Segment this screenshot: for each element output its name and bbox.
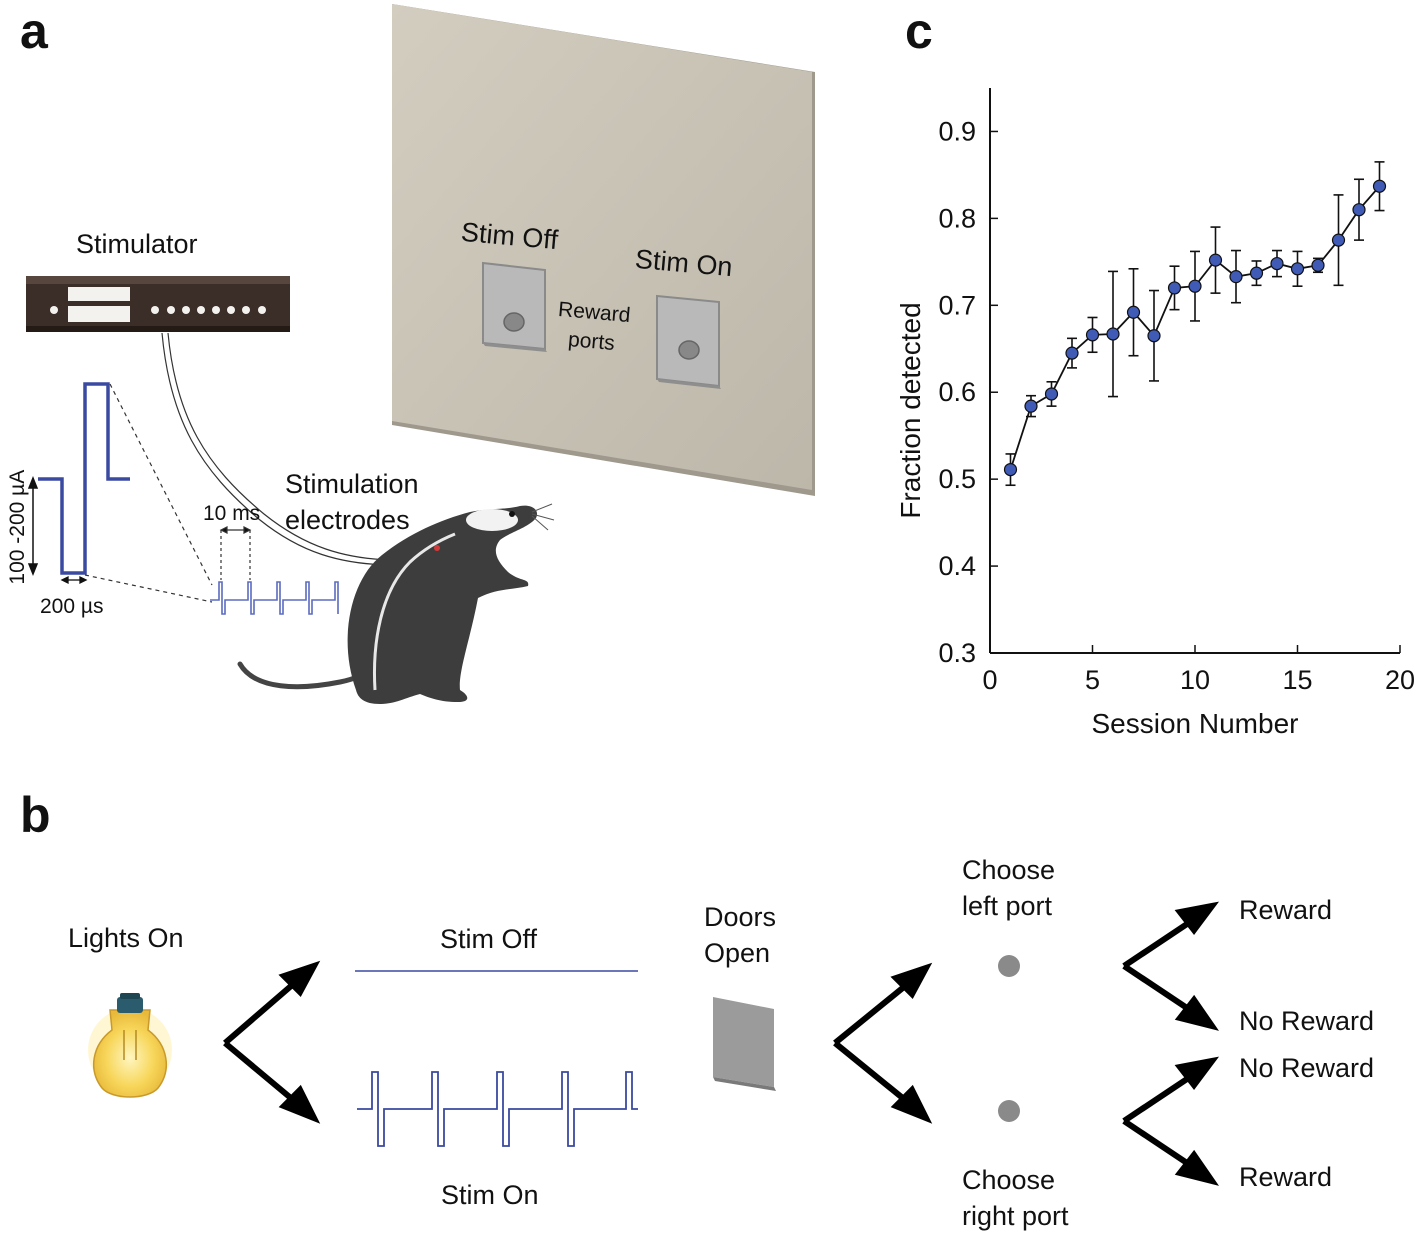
rat-icon	[237, 503, 555, 704]
panel-letter-a: a	[20, 3, 48, 59]
outcome-right-no-reward: No Reward	[1239, 1053, 1375, 1083]
arrow-icon	[1122, 901, 1220, 1186]
data-point	[1003, 462, 1018, 477]
period-marker	[219, 526, 252, 580]
panel-letter-b: b	[20, 787, 51, 843]
data-point	[1208, 253, 1223, 267]
lights-on-label: Lights On	[68, 923, 184, 953]
data-point	[1167, 281, 1182, 295]
arrow-icon	[833, 962, 933, 1124]
data-point	[1024, 399, 1038, 413]
y-tick-label: 0.8	[938, 203, 976, 233]
data-point	[1290, 262, 1305, 276]
left-port-icon	[998, 955, 1020, 977]
data-point	[1311, 258, 1325, 272]
amplitude-arrow	[27, 475, 39, 577]
data-point	[1229, 270, 1243, 284]
stimulator-icon	[26, 276, 290, 332]
stimulation-cable	[161, 332, 399, 566]
choose-right-line1: Choose	[962, 1165, 1056, 1195]
right-port-icon	[998, 1100, 1020, 1122]
stim-off-label: Stim Off	[440, 924, 538, 954]
x-tick-label: 0	[982, 665, 997, 695]
electrodes-label-line1: Stimulation	[285, 469, 419, 499]
y-tick-label: 0.9	[938, 116, 976, 146]
pulse-width-arrow	[60, 575, 88, 585]
data-point	[1126, 305, 1141, 319]
light-bulb-icon	[88, 993, 172, 1098]
data-point	[1331, 233, 1346, 247]
outcome-right-reward: Reward	[1239, 1162, 1333, 1192]
data-point	[1085, 328, 1100, 342]
data-point	[1270, 256, 1284, 271]
choose-left-line2: left port	[962, 891, 1053, 921]
outcome-left-no-reward: No Reward	[1239, 1006, 1375, 1036]
choose-right-line2: right port	[962, 1201, 1069, 1231]
stim-on-label: Stim On	[441, 1180, 539, 1210]
y-axis-label: Fraction detected	[895, 302, 926, 518]
data-point	[1372, 179, 1387, 193]
choose-left-line1: Choose	[962, 855, 1056, 885]
arrow-icon	[223, 960, 321, 1124]
x-tick-label: 5	[1085, 665, 1100, 695]
x-tick-label: 20	[1385, 665, 1415, 695]
data-point	[1106, 327, 1120, 341]
door-icon	[713, 997, 776, 1091]
zoom-lines	[84, 383, 213, 603]
stim-on-pulse-train	[357, 1071, 638, 1147]
data-point	[1188, 279, 1202, 293]
x-tick-label: 10	[1180, 665, 1210, 695]
electrodes-label-line2: electrodes	[285, 505, 410, 535]
y-tick-label: 0.6	[938, 377, 976, 407]
doors-open-line1: Doors	[704, 902, 777, 932]
x-axis-label: Session Number	[1092, 708, 1299, 739]
wall-panel-icon	[392, 4, 815, 496]
y-tick-label: 0.5	[938, 464, 976, 494]
x-tick-label: 15	[1282, 665, 1312, 695]
biphasic-pulse-waveform	[38, 382, 130, 575]
y-tick-label: 0.4	[938, 551, 976, 581]
pulse-train-waveform	[210, 581, 339, 615]
period-label: 10 ms	[203, 502, 261, 525]
panel-letter-c: c	[905, 3, 933, 59]
data-point	[1044, 387, 1059, 401]
doors-open-line2: Open	[704, 938, 771, 968]
y-tick-label: 0.7	[938, 290, 976, 320]
data-point	[1147, 329, 1161, 343]
stimulator-label: Stimulator	[76, 229, 198, 259]
data-point	[1065, 346, 1079, 360]
data-point	[1352, 203, 1366, 217]
y-tick-label: 0.3	[938, 638, 976, 668]
outcome-left-reward: Reward	[1239, 895, 1333, 925]
data-point	[1249, 266, 1264, 280]
pulse-width-label: 200 µs	[40, 595, 104, 618]
